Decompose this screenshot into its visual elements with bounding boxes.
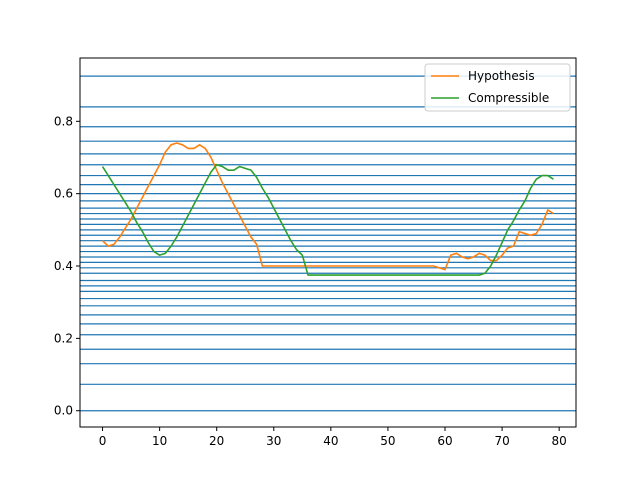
- x-tick-label: 10: [152, 434, 167, 448]
- series-line-compressible: [101, 163, 554, 276]
- y-axis-ticks: 0.0 0.2 0.4 0.6 0.8: [54, 114, 80, 418]
- legend-box: [424, 63, 571, 112]
- series-line-hypothesis: [101, 142, 554, 271]
- x-tick-label: 40: [323, 434, 338, 448]
- legend: Hypothesis Compressible: [424, 63, 571, 112]
- series-lines: [101, 142, 554, 276]
- y-tick-label: 0.2: [54, 331, 73, 345]
- y-tick-label: 0.4: [54, 259, 73, 273]
- x-axis-ticks: 0 10 20 30 40 50 60 70 80: [99, 427, 567, 448]
- x-tick-label: 80: [552, 434, 567, 448]
- x-tick-label: 50: [380, 434, 395, 448]
- y-tick-label: 0.8: [54, 114, 73, 128]
- x-tick-label: 30: [266, 434, 281, 448]
- legend-label-compressible: Compressible: [468, 91, 549, 105]
- y-tick-label: 0.6: [54, 187, 73, 201]
- x-tick-label: 20: [209, 434, 224, 448]
- y-tick-label: 0.0: [54, 404, 73, 418]
- x-tick-label: 60: [437, 434, 452, 448]
- axes-frame: [79, 57, 577, 428]
- legend-label-hypothesis: Hypothesis: [468, 69, 535, 83]
- x-tick-label: 0: [99, 434, 107, 448]
- x-tick-label: 70: [494, 434, 509, 448]
- horizontal-lines: [80, 75, 576, 412]
